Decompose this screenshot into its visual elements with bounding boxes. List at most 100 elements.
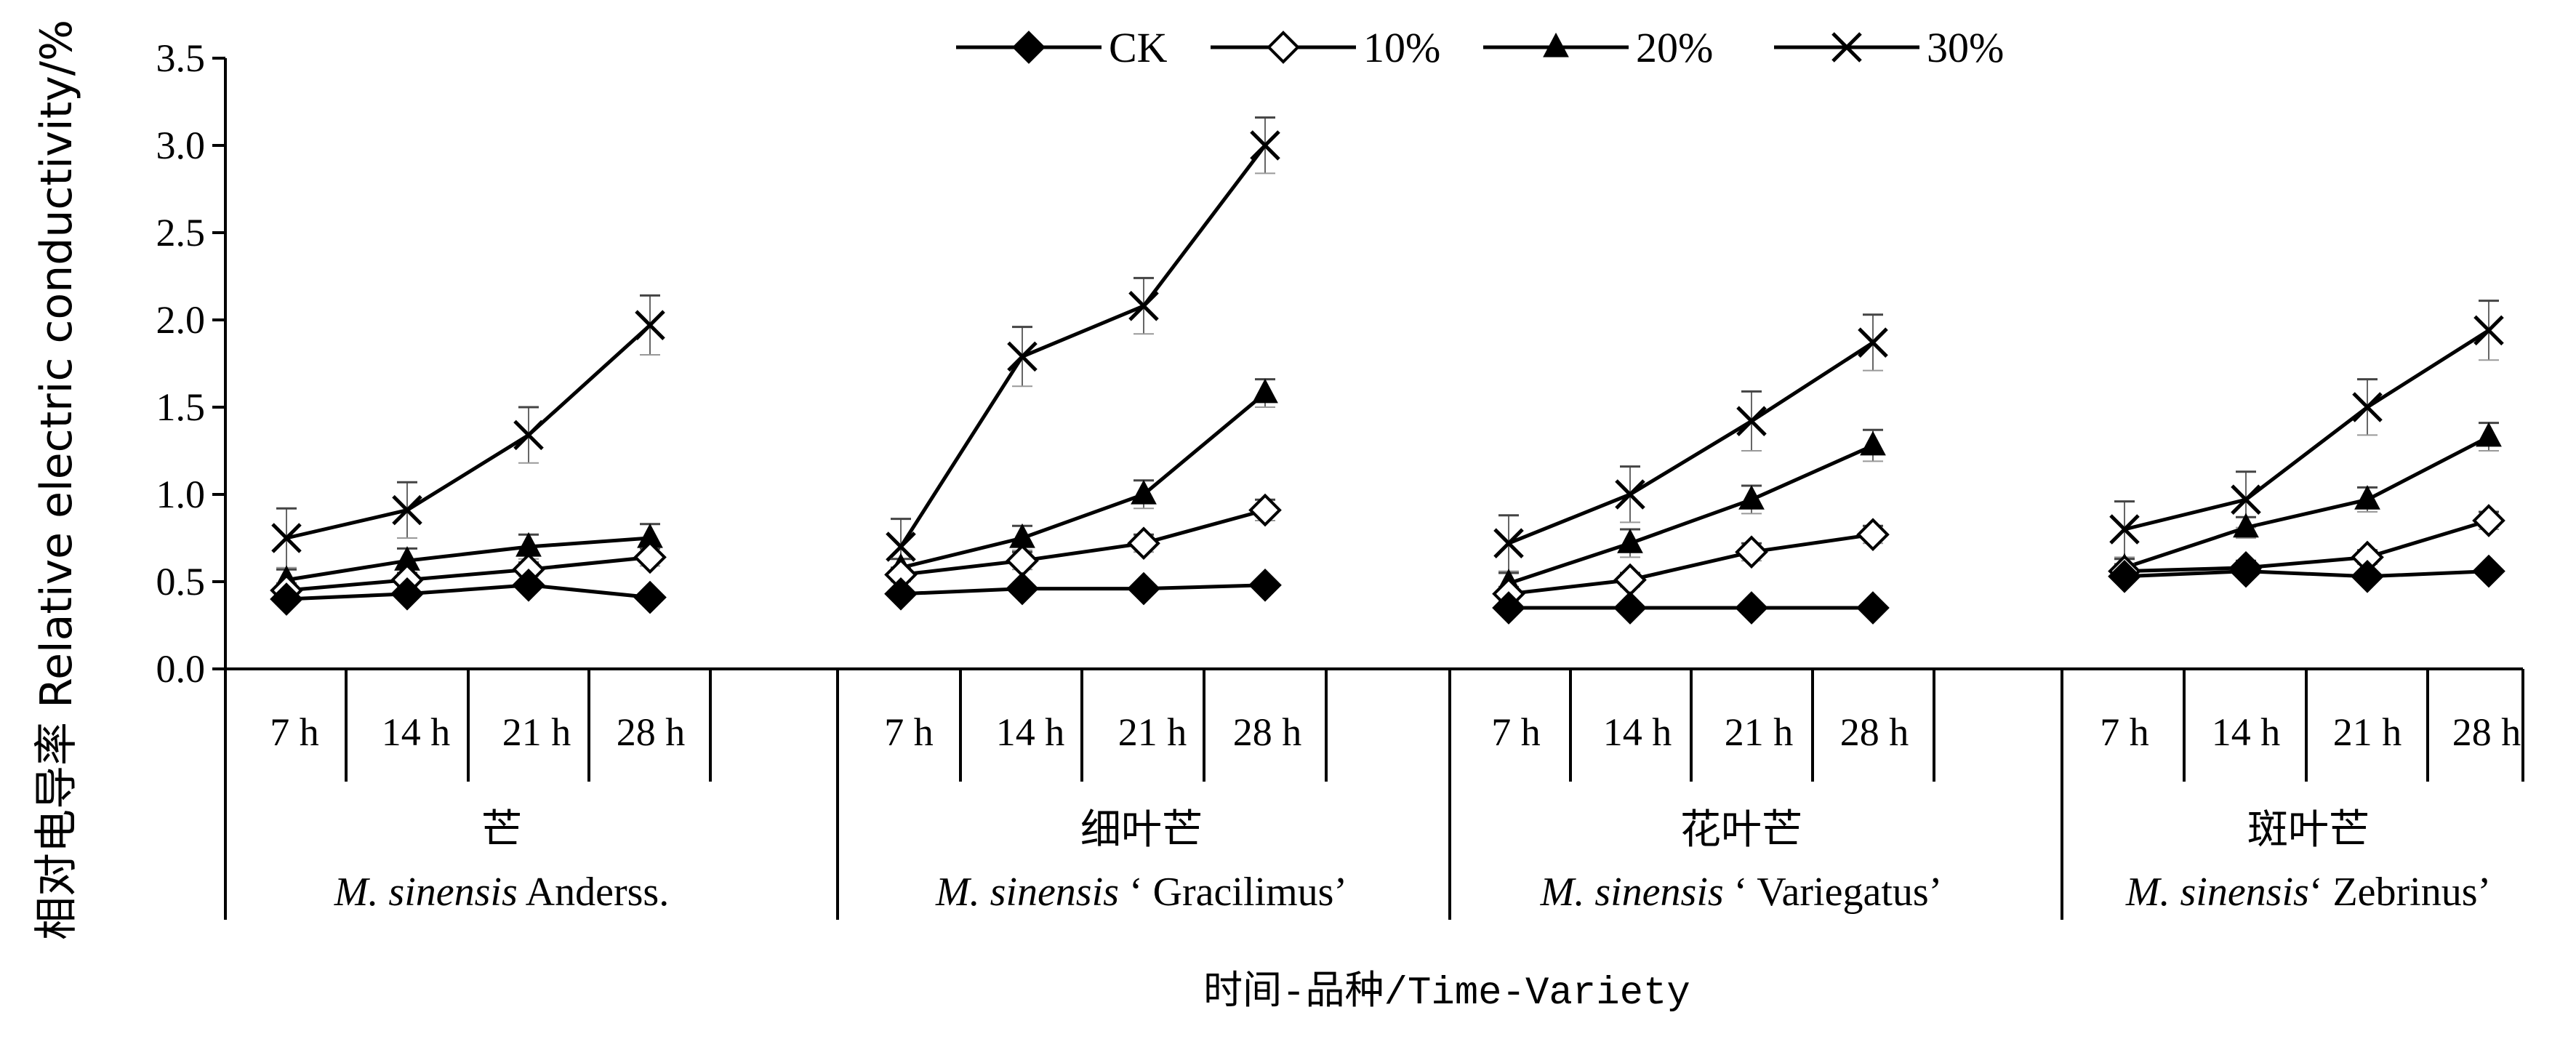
series-line xyxy=(1508,341,1874,545)
time-label: 28 h xyxy=(617,710,686,754)
y-tick-label: 1.0 xyxy=(156,473,206,516)
y-tick-label: 3.5 xyxy=(156,36,206,80)
group-name-latin: M. sinensis ‘ Variegatus’ xyxy=(1540,870,1943,915)
data-point xyxy=(1617,529,1643,553)
data-point xyxy=(1860,430,1886,456)
data-point xyxy=(1493,528,1524,558)
data-point xyxy=(2472,504,2505,537)
data-point xyxy=(2476,422,2502,447)
data-point xyxy=(2233,513,2259,538)
time-label: 14 h xyxy=(996,710,1065,754)
series-ck xyxy=(2108,554,2505,593)
data-point xyxy=(1127,526,1160,561)
series-ck xyxy=(270,568,667,616)
data-point xyxy=(1735,591,1768,625)
group-name-rest: Anderss. xyxy=(518,870,669,915)
time-label: 7 h xyxy=(2100,710,2149,754)
series-line xyxy=(1508,532,1874,596)
series-10pct xyxy=(884,493,1282,592)
group-name-latin: M. sinensis‘ Zebrinus’ xyxy=(2125,870,2491,915)
series-20pct xyxy=(273,523,663,591)
group-name-latin: M. sinensis Anderss. xyxy=(334,870,669,915)
data-point xyxy=(2472,554,2505,588)
y-tick-label: 2.5 xyxy=(156,211,206,254)
legend-marker xyxy=(1831,32,1862,63)
legend-label: CK xyxy=(1109,24,1168,71)
y-tick-label: 0.0 xyxy=(156,647,206,691)
data-point xyxy=(1736,406,1767,436)
time-label: 21 h xyxy=(1725,710,1794,754)
series-line xyxy=(286,555,651,593)
data-point xyxy=(1613,563,1647,597)
group-name-cn: 细叶芒 xyxy=(1080,806,1203,854)
data-point xyxy=(1248,568,1282,602)
data-point xyxy=(635,310,665,340)
series-30pct xyxy=(886,116,1280,576)
data-point xyxy=(513,420,544,451)
data-point xyxy=(633,540,667,574)
time-label: 14 h xyxy=(382,710,451,754)
legend-marker xyxy=(1012,31,1046,64)
data-point xyxy=(390,577,424,611)
group-name-cn: 芒 xyxy=(481,806,522,854)
data-point xyxy=(884,577,918,611)
series-30pct xyxy=(1493,313,1888,572)
data-point xyxy=(1131,479,1157,505)
plot-area: 7 h 14 h 21 h 28 h 7 h 14 h 21 h 28 h 7 h 14 h 21 … xyxy=(224,116,2524,920)
data-point xyxy=(270,582,303,616)
data-point xyxy=(2473,315,2504,346)
group-4: 7 h 14 h 21 h 28 h xyxy=(2100,300,2524,782)
series-line xyxy=(1508,444,1874,585)
group-3: 7 h 14 h 21 h 28 h xyxy=(1491,313,1935,782)
legend-item-4: 30% xyxy=(1774,24,2004,71)
legend-item-1: CK xyxy=(956,24,1168,71)
data-point xyxy=(2109,514,2140,545)
legend-item-2: 10% xyxy=(1211,24,1440,71)
data-point xyxy=(392,494,422,526)
time-label: 21 h xyxy=(2333,710,2402,754)
group-name-cn: 花叶芒 xyxy=(1680,806,1802,854)
series-line xyxy=(286,536,651,582)
series-20pct xyxy=(1496,428,1886,595)
data-point xyxy=(512,568,545,602)
y-tick-label: 3.0 xyxy=(156,124,206,167)
data-point xyxy=(2231,484,2261,515)
time-label: 28 h xyxy=(1840,710,1909,754)
series-line xyxy=(900,508,1266,577)
time-label: 21 h xyxy=(1118,710,1187,754)
group-name-italic: M. sinensis xyxy=(935,870,1119,915)
legend: CK 10% 20% 30% xyxy=(956,24,2004,71)
series-line xyxy=(2124,435,2490,570)
series-line xyxy=(286,583,651,601)
time-label: 28 h xyxy=(2452,710,2521,754)
legend-label: 20% xyxy=(1636,24,1713,71)
group-name-latin: M. sinensis ‘ Gracilimus’ xyxy=(935,870,1347,915)
data-point xyxy=(2229,554,2263,588)
data-point xyxy=(271,523,302,553)
group-name-italic: M. sinensis xyxy=(1540,870,1724,915)
group-name-cn: 斑叶芒 xyxy=(2247,806,2370,854)
y-tick-label: 0.5 xyxy=(156,560,206,603)
data-point xyxy=(1856,518,1890,552)
data-point xyxy=(1615,479,1645,510)
data-point xyxy=(1858,327,1888,358)
data-point xyxy=(2351,559,2384,593)
data-point xyxy=(1856,591,1890,625)
series-30pct xyxy=(271,294,665,569)
data-point xyxy=(1006,571,1039,606)
data-point xyxy=(1613,591,1647,625)
data-point xyxy=(1250,130,1280,161)
series-20pct xyxy=(2111,422,2502,578)
group-2: 7 h 14 h 21 h 28 h xyxy=(884,116,1328,782)
series-line xyxy=(286,324,651,540)
time-label: 7 h xyxy=(270,710,319,754)
series-line xyxy=(900,583,1266,596)
data-point xyxy=(2354,485,2380,510)
series-line xyxy=(2124,329,2490,531)
series-30pct xyxy=(2109,300,2504,558)
group-name-rest: ‘ Gracilimus’ xyxy=(1119,870,1347,915)
group-1: 7 h 14 h 21 h 28 h xyxy=(270,294,712,782)
time-label: 14 h xyxy=(1603,710,1672,754)
data-point xyxy=(1492,591,1525,625)
